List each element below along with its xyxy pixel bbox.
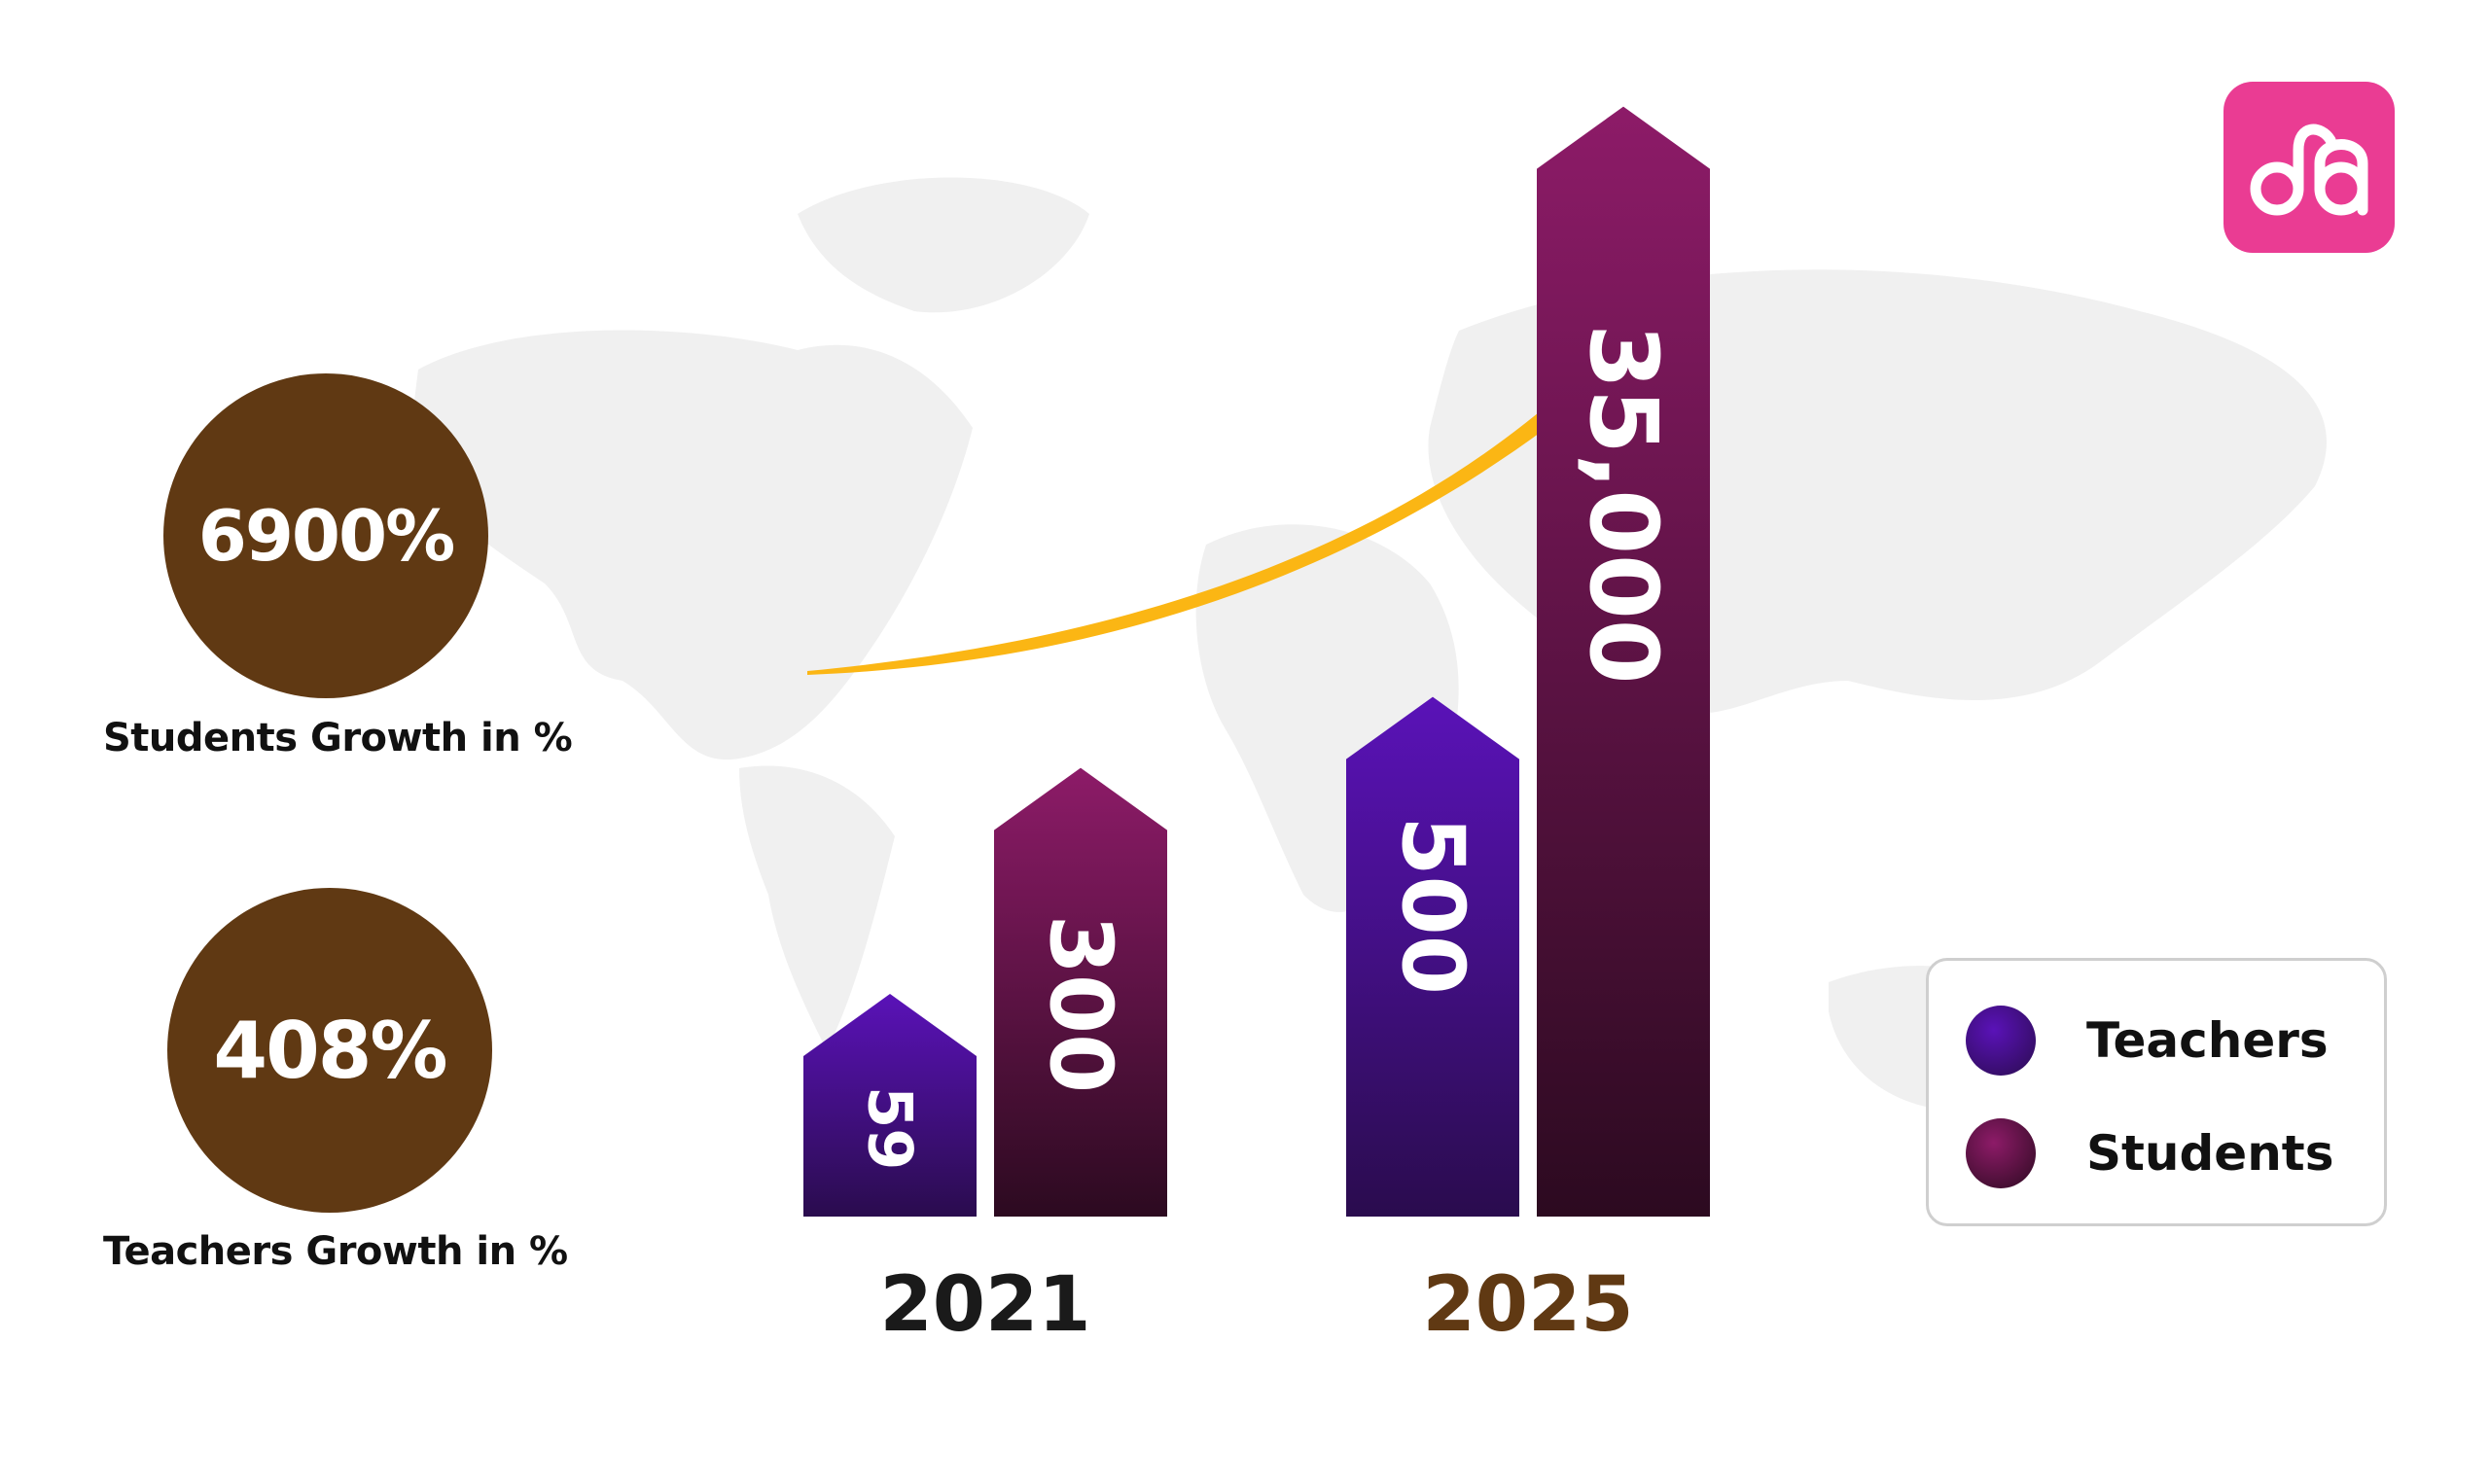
bar-students-2021 [994, 767, 1167, 1217]
legend-swatch-teachers [1966, 1006, 2036, 1076]
map-landmass [739, 765, 895, 1050]
growth-trend-arrow [807, 276, 1663, 675]
year-label-2021: 2021 [879, 1261, 1090, 1349]
students-growth-label: Students Growth in % [103, 716, 573, 760]
map-landmass [798, 177, 1089, 313]
bar-teachers-2021 [803, 994, 977, 1217]
bar-label-students-2025: 35,000 [1569, 324, 1678, 684]
legend-item-students: Students [1966, 1118, 2333, 1188]
legend-label-students: Students [2086, 1125, 2334, 1182]
da-logo-icon [2223, 82, 2395, 253]
bar-label-teachers-2021: 59 [855, 1086, 926, 1170]
students-growth-circle: 6900% [163, 373, 488, 698]
chart-legend: Teachers Students [1926, 958, 2387, 1226]
bar-students-2025 [1537, 106, 1710, 1217]
students-growth-value: 6900% [197, 495, 456, 577]
bar-label-teachers-2025: 500 [1383, 816, 1483, 995]
teachers-growth-value: 408% [213, 1005, 447, 1096]
legend-label-teachers: Teachers [2086, 1012, 2329, 1069]
legend-swatch-students [1966, 1118, 2036, 1188]
year-label-2025: 2025 [1422, 1261, 1633, 1349]
legend-item-teachers: Teachers [1966, 1006, 2329, 1076]
bar-label-students-2021: 300 [1031, 915, 1131, 1094]
teachers-growth-circle: 408% [167, 888, 492, 1213]
map-landmass [409, 330, 973, 760]
da-logo-glyph [2250, 124, 2368, 216]
teachers-growth-label: Teachers Growth in % [103, 1229, 568, 1274]
bar-teachers-2025 [1346, 696, 1519, 1217]
